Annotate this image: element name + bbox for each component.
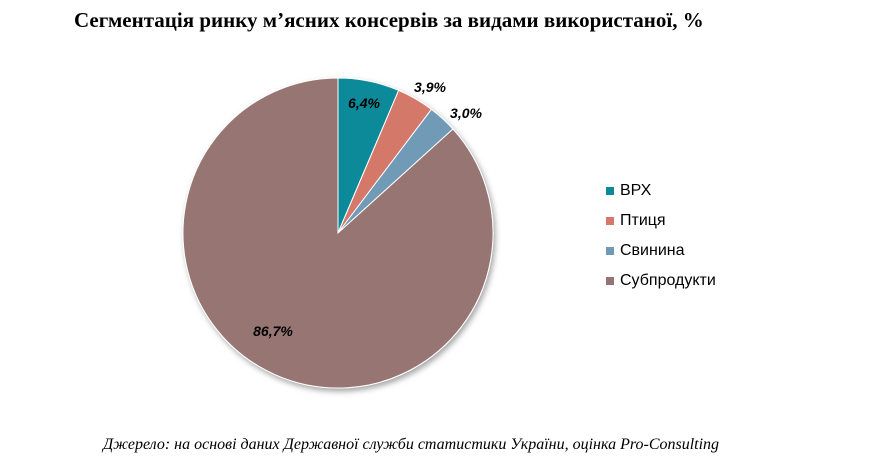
data-label-svynyna: 3,0%: [450, 105, 482, 121]
data-label-vrh: 6,4%: [348, 95, 380, 111]
data-label-ptytsia: 3,9%: [414, 79, 446, 95]
legend-item-svynyna: Свинина: [606, 236, 716, 266]
legend-swatch-subprodukty: [606, 277, 614, 285]
pie-slice-subprodukty: [182, 77, 494, 389]
legend-swatch-ptytsia: [606, 217, 614, 225]
data-label-subprodukty: 86,7%: [253, 323, 293, 339]
legend: ВРХ Птиця Свинина Субпродукти: [606, 176, 716, 296]
legend-swatch-svynyna: [606, 247, 614, 255]
pie-slices: [182, 77, 494, 389]
legend-item-ptytsia: Птиця: [606, 206, 716, 236]
legend-label-ptytsia: Птиця: [620, 212, 666, 229]
legend-item-vrh: ВРХ: [606, 176, 716, 206]
pie-labels: 6,4% 3,9%3,0% 86,7%: [253, 79, 482, 339]
legend-item-subprodukty: Субпродукти: [606, 266, 716, 296]
legend-swatch-vrh: [606, 187, 614, 195]
legend-label-subprodukty: Субпродукти: [620, 272, 716, 289]
chart-title: Сегментація ринку м’ясних консервів за в…: [74, 8, 704, 32]
legend-label-svynyna: Свинина: [620, 242, 685, 259]
source-note: Джерело: на основі даних Державної служб…: [103, 436, 720, 453]
legend-label-vrh: ВРХ: [620, 182, 652, 199]
